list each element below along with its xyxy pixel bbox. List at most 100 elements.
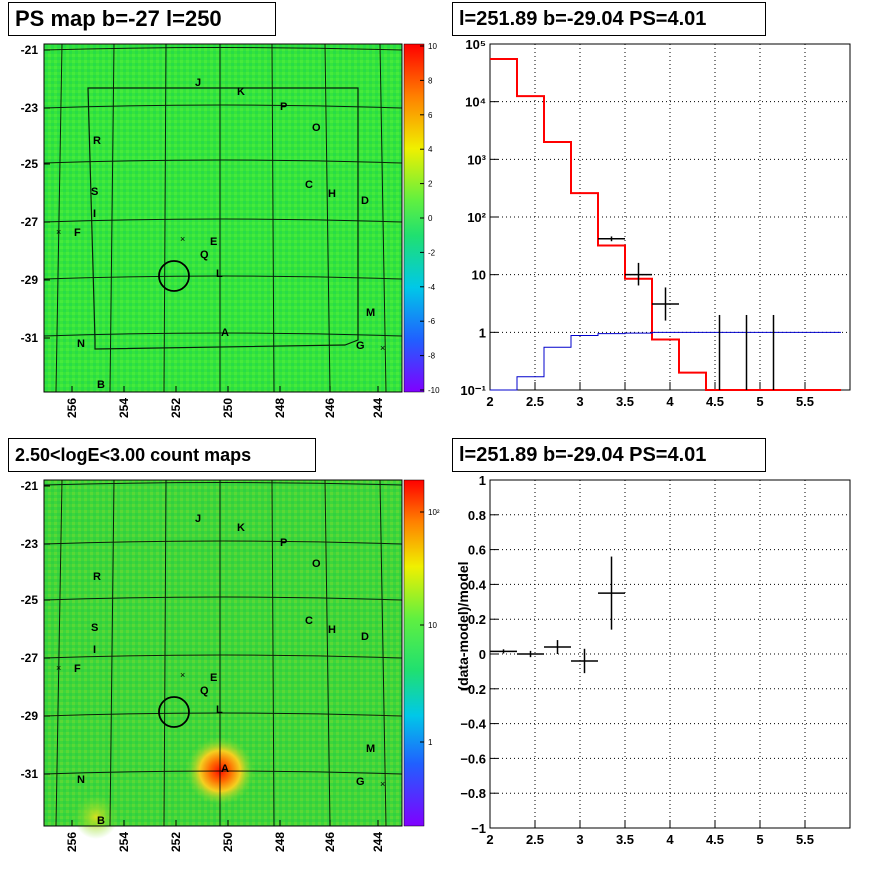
colorbar-tick-label: 4	[428, 145, 433, 154]
source-label-M: M	[366, 743, 375, 755]
source-label-I: I	[93, 208, 96, 220]
count-map-x-ticks: 256 254 252 250 248 246 244	[65, 820, 385, 852]
residual-grid	[490, 480, 850, 828]
x-tick-label: 5	[756, 832, 763, 847]
count-map-y-ticks: -21 -23 -25 -27 -29 -31	[21, 479, 50, 781]
y-tick-label: −0.4	[460, 717, 486, 732]
source-label-E: E	[210, 236, 217, 248]
source-label-D: D	[361, 631, 369, 643]
residual-axes: 2 2.5 3 3.5 4 4.5 5 5.5 −1 −0.8 −0.6 −0.4 −0.2 0 0.2 0.…	[460, 473, 814, 847]
colorbar-tick-label: 2	[428, 180, 433, 189]
x-tick-label: 4.5	[706, 832, 724, 847]
spectrum-title: l=251.89 b=-29.04 PS=4.01	[452, 2, 766, 36]
model-background-step-line	[490, 331, 841, 391]
x-tick-label: 244	[371, 398, 385, 418]
y-tick-label: -25	[21, 157, 39, 171]
x-tick-label: 254	[117, 398, 131, 418]
y-tick-label: -27	[21, 651, 39, 665]
y-tick-label: 10²	[467, 210, 486, 225]
x-tick-label: 5.5	[796, 832, 814, 847]
colorbar-tick-label: -2	[428, 248, 436, 257]
source-label-O: O	[312, 122, 321, 134]
colorbar-tick-label: 1	[428, 738, 433, 747]
y-tick-label: 10	[472, 268, 486, 283]
source-marker: ×	[56, 227, 61, 237]
colorbar-tick-label: 10²	[428, 508, 440, 517]
y-tick-label: −1	[471, 821, 486, 836]
ps-map-colorbar-ticks: 10 8 6 4 2 0 -2 -4 -6 -8 -10	[420, 42, 440, 395]
y-tick-label: 0.4	[468, 577, 487, 592]
y-tick-label: 0.8	[468, 508, 486, 523]
colorbar-tick-label: 8	[428, 76, 433, 85]
source-marker: ×	[380, 343, 385, 353]
source-label-L: L	[216, 704, 223, 716]
colorbar-tick-label: 0	[428, 214, 433, 223]
colorbar-tick-label: 10	[428, 621, 437, 630]
x-tick-label: 3.5	[616, 832, 634, 847]
source-label-C: C	[305, 179, 313, 191]
source-label-K: K	[237, 522, 245, 534]
x-tick-label: 246	[323, 398, 337, 418]
x-tick-label: 244	[371, 832, 385, 852]
colorbar-tick-label: -6	[428, 317, 436, 326]
x-tick-label: 5.5	[796, 394, 814, 409]
x-tick-label: 5	[756, 394, 763, 409]
x-tick-label: 4	[666, 832, 674, 847]
count-map-title: 2.50<logE<3.00 count maps	[8, 438, 316, 472]
source-label-B: B	[97, 379, 105, 391]
source-label-A: A	[221, 327, 229, 339]
source-label-O: O	[312, 558, 321, 570]
source-label-B: B	[97, 815, 105, 827]
source-label-Q: Q	[200, 249, 209, 261]
y-tick-label: 1	[479, 325, 486, 340]
x-tick-label: 248	[273, 832, 287, 852]
source-label-S: S	[91, 186, 98, 198]
count-map-source-labels: J K P O R C H D SIF EQL M A N G B × × ×	[56, 513, 385, 827]
source-label-Q: Q	[200, 685, 209, 697]
x-tick-label: 2.5	[526, 394, 544, 409]
y-tick-label: -25	[21, 593, 39, 607]
spectrum-panel: 2 2.5 3 3.5 4 4.5 5 5.5 10⁻¹ 1 10 10² 10³ 10⁴ 10⁵	[460, 37, 851, 409]
source-label-P: P	[280, 537, 287, 549]
ps-map-target-circle	[158, 260, 190, 292]
source-label-P: P	[280, 101, 287, 113]
y-tick-label: 0.2	[468, 612, 486, 627]
source-label-S: S	[91, 622, 98, 634]
source-marker: ×	[56, 663, 61, 673]
source-label-N: N	[77, 338, 85, 350]
count-map-warm-spot	[74, 795, 118, 839]
x-tick-label: 248	[273, 398, 287, 418]
source-label-G: G	[356, 340, 365, 352]
y-tick-label: -23	[21, 101, 39, 115]
source-label-E: E	[210, 672, 217, 684]
x-tick-label: 256	[65, 398, 79, 418]
residual-panel: 2 2.5 3 3.5 4 4.5 5 5.5 −1 −0.8 −0.6 −0.4 −0.2 0 0.2 0.…	[455, 473, 851, 847]
x-tick-label: 4.5	[706, 394, 724, 409]
source-label-F: F	[74, 227, 81, 239]
x-tick-label: 246	[323, 832, 337, 852]
ps-map-title: PS map b=-27 l=250	[8, 2, 276, 36]
source-label-L: L	[216, 268, 223, 280]
y-tick-label: -27	[21, 215, 39, 229]
colorbar-tick-label: -10	[428, 386, 440, 395]
count-map-target-circle	[158, 696, 190, 728]
source-label-H: H	[328, 624, 336, 636]
y-tick-label: 10³	[467, 152, 486, 167]
y-tick-label: 10⁻¹	[460, 383, 486, 398]
y-tick-label: -29	[21, 709, 39, 723]
y-tick-label: −0.8	[460, 786, 486, 801]
y-tick-label: -21	[21, 43, 39, 57]
y-tick-label: 1	[479, 473, 486, 488]
ps-map-y-ticks: -21 -23 -25 -27 -29 -31	[21, 43, 50, 345]
source-label-F: F	[74, 663, 81, 675]
source-marker: ×	[380, 779, 385, 789]
spectrum-series	[490, 57, 841, 391]
source-marker: ×	[180, 234, 185, 244]
source-label-A: A	[221, 763, 229, 775]
source-label-J: J	[195, 77, 201, 89]
x-tick-label: 256	[65, 832, 79, 852]
x-tick-label: 3.5	[616, 394, 634, 409]
y-tick-label: −0.6	[460, 751, 486, 766]
source-label-J: J	[195, 513, 201, 525]
